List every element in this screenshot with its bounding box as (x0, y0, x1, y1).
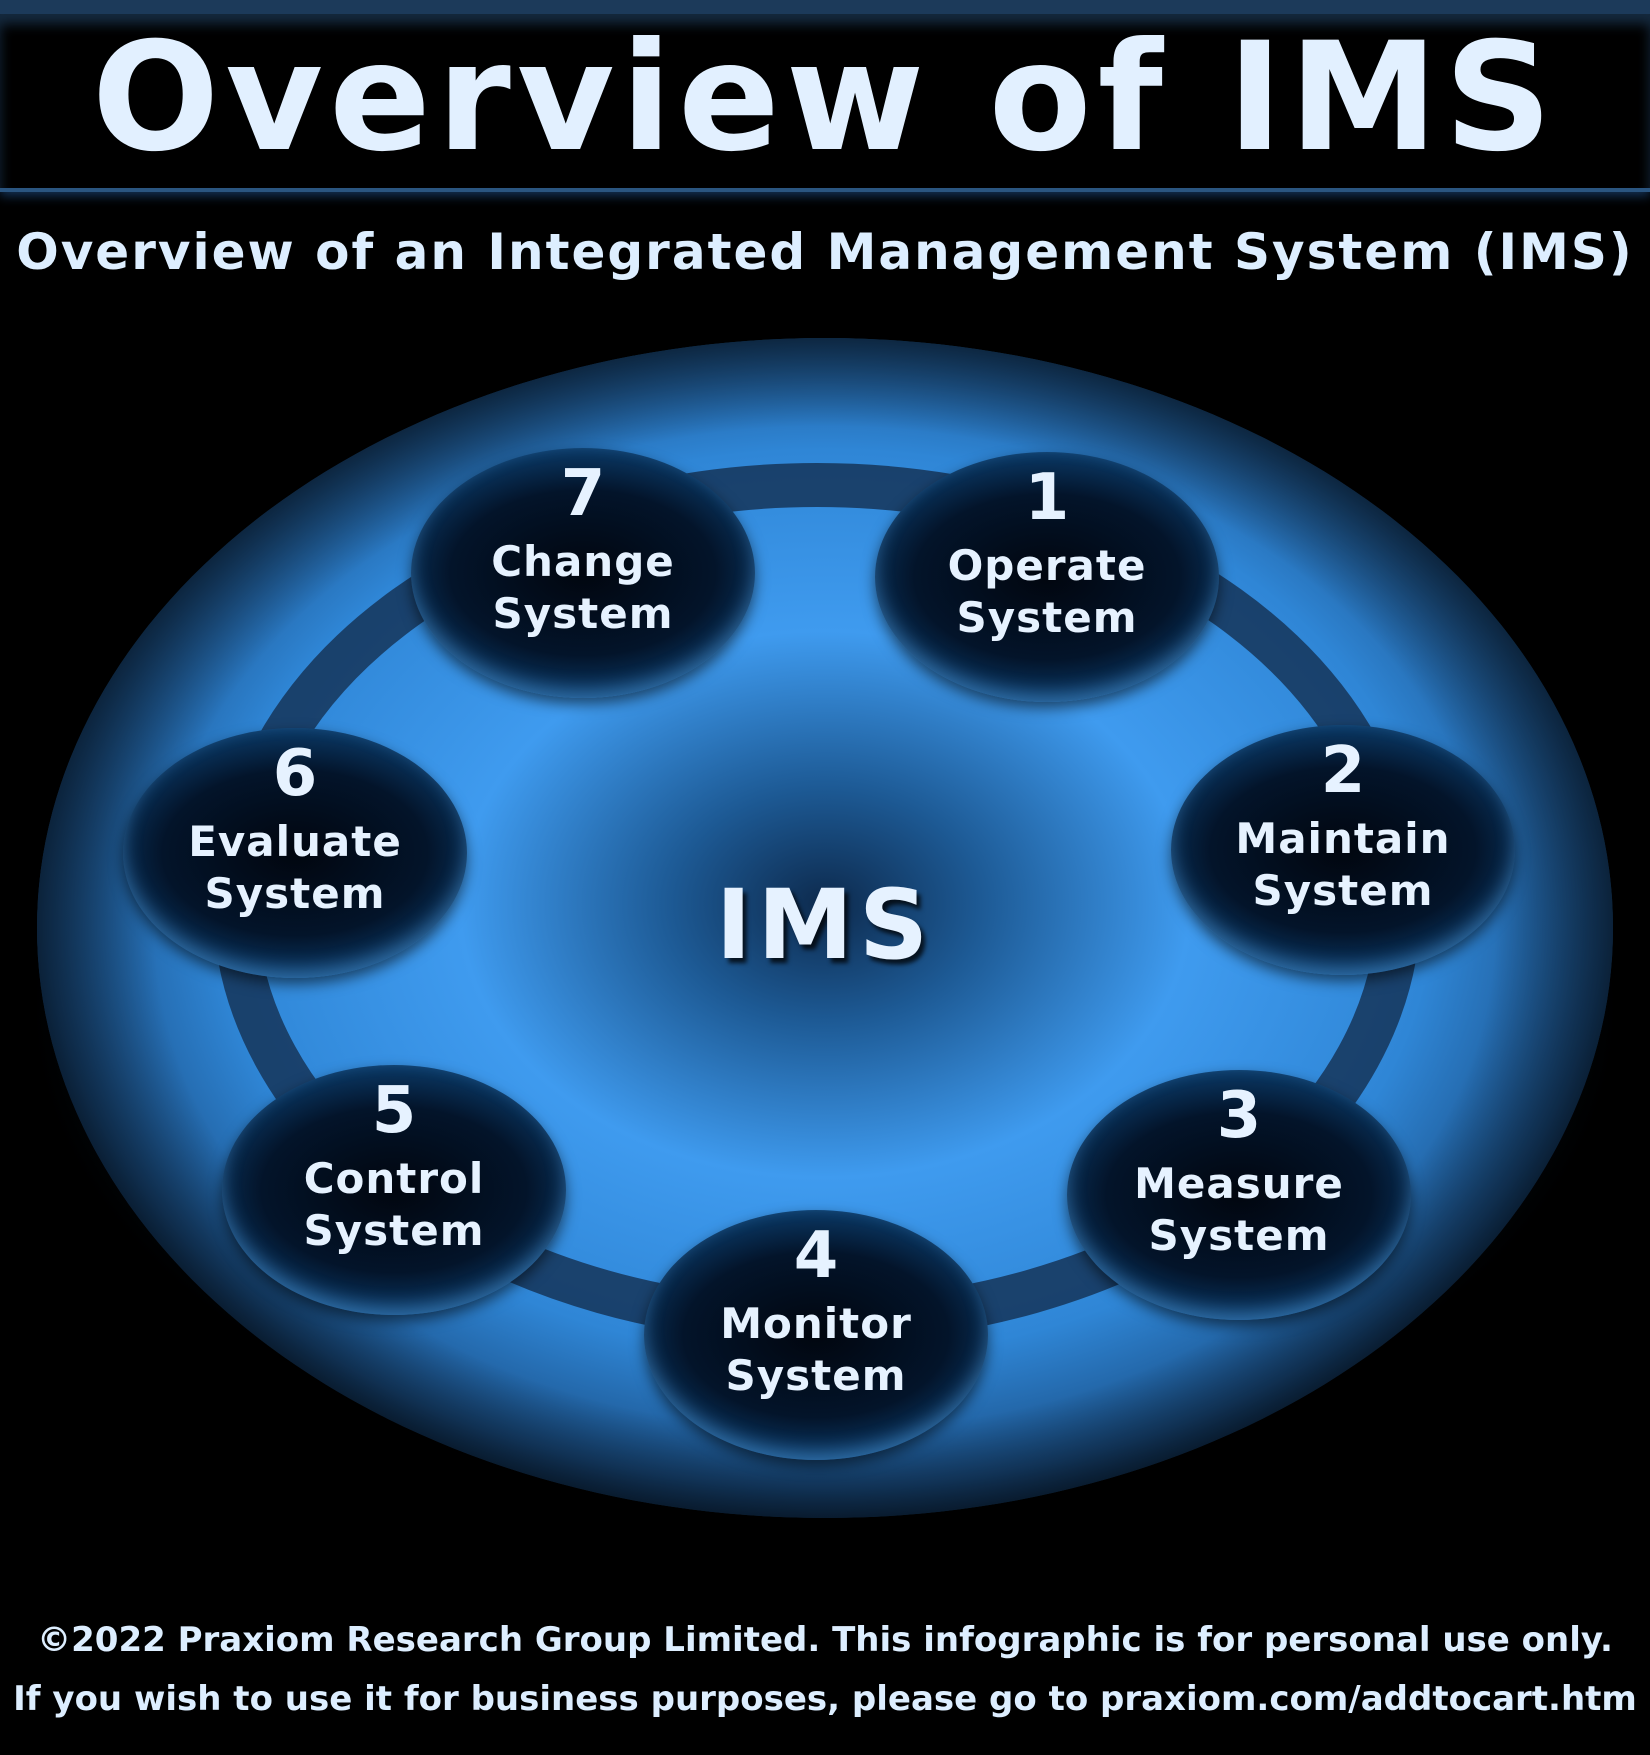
title-banner (0, 0, 1650, 192)
step-number: 3 (1216, 1079, 1262, 1153)
step-7-change-system: 7 Change System (411, 448, 755, 698)
page-title: Overview of IMS (91, 11, 1559, 185)
step-6-evaluate-system: 6 Evaluate System (123, 728, 467, 978)
step-label: Maintain (1235, 814, 1451, 863)
step-number: 2 (1320, 734, 1366, 808)
step-label: Measure (1134, 1159, 1344, 1208)
step-label: Control (303, 1154, 485, 1203)
step-label: Monitor (720, 1299, 912, 1348)
step-label: Change (491, 537, 675, 586)
step-4-monitor-system: 4 Monitor System (644, 1210, 988, 1460)
step-label: System (956, 593, 1138, 642)
page-subtitle: Overview of an Integrated Management Sys… (16, 223, 1634, 281)
step-label: Evaluate (188, 817, 402, 866)
step-1-operate-system: 1 Operate System (875, 452, 1219, 702)
step-label: System (1148, 1211, 1330, 1260)
center-ims-label: IMS (715, 869, 935, 981)
step-label: Operate (947, 541, 1147, 590)
step-label: System (303, 1206, 485, 1255)
step-3-measure-system: 3 Measure System (1067, 1070, 1411, 1320)
step-label: System (725, 1351, 907, 1400)
step-label: System (204, 869, 386, 918)
step-number: 4 (793, 1219, 839, 1293)
step-2-maintain-system: 2 Maintain System (1171, 725, 1515, 975)
step-number: 7 (560, 457, 606, 531)
step-number: 6 (272, 737, 318, 811)
step-number: 5 (371, 1074, 417, 1148)
step-5-control-system: 5 Control System (222, 1065, 566, 1315)
step-label: System (1252, 866, 1434, 915)
usage-notice: If you wish to use it for business purpo… (13, 1679, 1637, 1719)
step-label: System (492, 589, 674, 638)
step-number: 1 (1024, 461, 1070, 535)
copyright-notice: ©2022 Praxiom Research Group Limited. Th… (37, 1620, 1613, 1660)
